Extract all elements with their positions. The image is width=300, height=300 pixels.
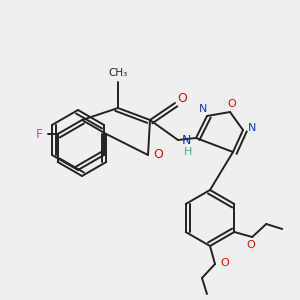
Text: N: N	[181, 134, 191, 146]
Text: H: H	[184, 147, 192, 157]
Text: CH₃: CH₃	[108, 68, 128, 78]
Text: O: O	[153, 148, 163, 161]
Text: O: O	[228, 99, 236, 109]
Text: O: O	[247, 240, 256, 250]
Text: N: N	[199, 104, 207, 114]
Text: F: F	[36, 128, 43, 140]
Text: O: O	[220, 258, 230, 268]
Text: N: N	[248, 123, 256, 133]
Text: O: O	[177, 92, 187, 106]
